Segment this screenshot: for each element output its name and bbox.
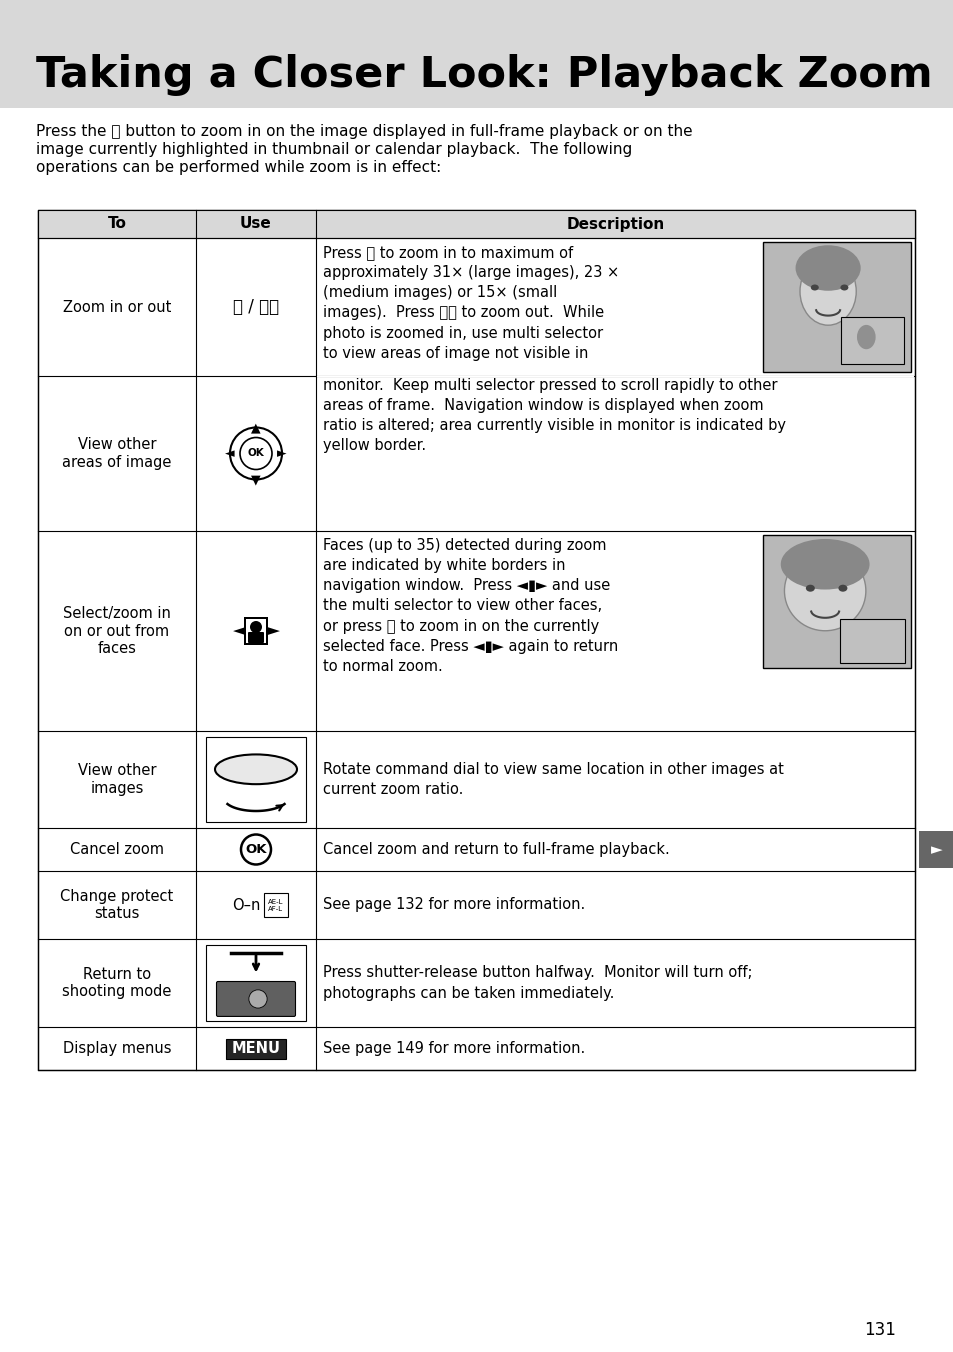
Text: ►: ► xyxy=(277,448,287,460)
Text: ►: ► xyxy=(929,842,942,857)
Bar xyxy=(226,1038,286,1059)
Circle shape xyxy=(240,438,272,469)
Text: Change protect
status: Change protect status xyxy=(60,888,173,921)
Text: ▲: ▲ xyxy=(251,420,260,434)
Text: MENU: MENU xyxy=(232,1041,280,1056)
Text: image currently highlighted in thumbnail or calendar playback.  The following: image currently highlighted in thumbnail… xyxy=(36,142,632,157)
Circle shape xyxy=(250,621,262,633)
Ellipse shape xyxy=(230,427,282,480)
Ellipse shape xyxy=(795,245,860,291)
Text: Description: Description xyxy=(566,216,664,231)
Circle shape xyxy=(249,990,267,1009)
Ellipse shape xyxy=(856,324,875,349)
Ellipse shape xyxy=(780,539,868,589)
Text: Press shutter-release button halfway.  Monitor will turn off;
photographs can be: Press shutter-release button halfway. Mo… xyxy=(323,965,752,1000)
Text: OK: OK xyxy=(248,449,264,458)
Text: View other
areas of image: View other areas of image xyxy=(62,437,172,469)
Text: Return to
shooting mode: Return to shooting mode xyxy=(62,967,172,999)
Bar xyxy=(206,945,306,1021)
Bar xyxy=(206,737,306,822)
FancyBboxPatch shape xyxy=(216,982,295,1017)
Bar xyxy=(918,831,953,868)
Ellipse shape xyxy=(810,284,818,291)
Text: AF-L: AF-L xyxy=(268,906,283,913)
Bar xyxy=(762,242,910,372)
Text: OK: OK xyxy=(245,844,267,856)
Text: Use: Use xyxy=(240,216,272,231)
Text: ◄: ◄ xyxy=(233,622,247,641)
Text: monitor.  Keep multi selector pressed to scroll rapidly to other
areas of frame.: monitor. Keep multi selector pressed to … xyxy=(323,379,785,453)
Ellipse shape xyxy=(800,258,856,326)
Text: ▼: ▼ xyxy=(251,473,260,485)
Ellipse shape xyxy=(838,584,846,592)
Bar xyxy=(316,376,913,377)
Bar xyxy=(38,210,914,1069)
Text: See page 132 for more information.: See page 132 for more information. xyxy=(323,898,584,913)
Bar xyxy=(841,318,902,364)
Ellipse shape xyxy=(840,284,847,291)
Text: AE-L: AE-L xyxy=(268,899,283,904)
Text: operations can be performed while zoom is in effect:: operations can be performed while zoom i… xyxy=(36,160,441,174)
Bar xyxy=(0,0,953,108)
Circle shape xyxy=(241,834,271,864)
Text: Zoom in or out: Zoom in or out xyxy=(63,300,171,315)
Text: View other
images: View other images xyxy=(77,764,156,796)
Text: Ⓢ / Ⓢ⬜: Ⓢ / Ⓢ⬜ xyxy=(233,297,279,316)
Ellipse shape xyxy=(783,552,865,631)
Text: Press Ⓢ to zoom in to maximum of
approximately 31× (large images), 23 ×
(medium : Press Ⓢ to zoom in to maximum of approxi… xyxy=(323,245,618,361)
Bar xyxy=(244,617,268,645)
Text: Taking a Closer Look: Playback Zoom: Taking a Closer Look: Playback Zoom xyxy=(36,54,932,96)
Bar xyxy=(38,210,914,238)
Bar xyxy=(264,894,288,917)
Text: ◄: ◄ xyxy=(225,448,234,460)
Text: Press the Ⓢ button to zoom in on the image displayed in full-frame playback or o: Press the Ⓢ button to zoom in on the ima… xyxy=(36,124,692,139)
Bar xyxy=(839,619,904,662)
FancyBboxPatch shape xyxy=(248,631,264,644)
Ellipse shape xyxy=(805,584,814,592)
Text: See page 149 for more information.: See page 149 for more information. xyxy=(323,1041,584,1056)
Bar xyxy=(762,535,910,668)
Text: Cancel zoom and return to full-frame playback.: Cancel zoom and return to full-frame pla… xyxy=(323,842,669,857)
Text: ►: ► xyxy=(264,622,279,641)
Ellipse shape xyxy=(214,754,296,784)
Text: O–n: O–n xyxy=(232,898,260,913)
Text: Select/zoom in
on or out from
faces: Select/zoom in on or out from faces xyxy=(63,606,171,656)
Text: To: To xyxy=(108,216,127,231)
Text: Cancel zoom: Cancel zoom xyxy=(70,842,164,857)
Text: Faces (up to 35) detected during zoom
are indicated by white borders in
navigati: Faces (up to 35) detected during zoom ar… xyxy=(323,538,618,673)
Text: Display menus: Display menus xyxy=(63,1041,172,1056)
Text: 131: 131 xyxy=(863,1321,895,1338)
Text: Rotate command dial to view same location in other images at
current zoom ratio.: Rotate command dial to view same locatio… xyxy=(323,763,783,798)
Bar xyxy=(246,619,266,644)
